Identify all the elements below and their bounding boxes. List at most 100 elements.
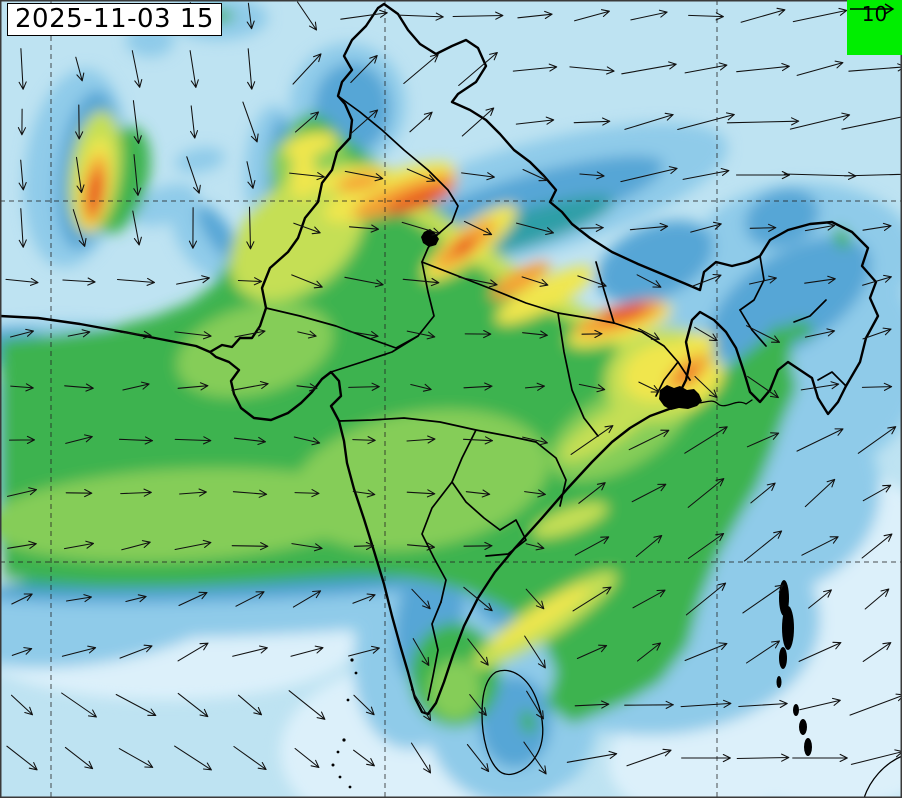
wind-arrow bbox=[861, 382, 893, 391]
wind-arrow bbox=[738, 699, 788, 709]
wind-arrow bbox=[512, 63, 558, 72]
wind-arrow bbox=[9, 328, 35, 338]
india-coast-and-borders bbox=[0, 2, 880, 716]
nicobar-island bbox=[804, 738, 812, 756]
wind-arrow bbox=[749, 275, 777, 285]
wind-arrow bbox=[736, 753, 790, 762]
wind-arrow bbox=[292, 590, 322, 608]
wind-arrow bbox=[694, 326, 718, 342]
wind-arrow bbox=[740, 7, 786, 23]
wind-arrow bbox=[406, 435, 436, 444]
wind-arrow bbox=[352, 489, 376, 498]
wind-arrow bbox=[235, 591, 265, 607]
wind-arrow bbox=[636, 274, 662, 288]
wind-arrow bbox=[524, 489, 546, 498]
wind-arrow bbox=[18, 48, 27, 90]
wind-arrow bbox=[349, 331, 379, 340]
wind-arrow bbox=[290, 645, 324, 657]
lakshadweep-island bbox=[346, 698, 350, 702]
wind-arrow bbox=[458, 276, 498, 288]
wind-arrow bbox=[292, 53, 322, 85]
wind-arrow bbox=[288, 690, 326, 720]
wind-arrow bbox=[798, 641, 842, 662]
wind-arrow bbox=[177, 382, 209, 391]
wind-arrow bbox=[294, 747, 320, 769]
wind-arrow bbox=[352, 593, 376, 604]
andaman-island bbox=[782, 606, 794, 650]
wind-arrow bbox=[576, 644, 608, 660]
wind-arrow bbox=[293, 436, 321, 446]
wind-arrow bbox=[804, 275, 836, 284]
wind-arrow bbox=[574, 536, 610, 556]
wind-arrow bbox=[174, 436, 212, 445]
wind-arrow bbox=[120, 488, 152, 497]
wind-arrow bbox=[684, 642, 728, 662]
wind-arrow bbox=[296, 383, 318, 392]
wind-arrow bbox=[461, 172, 495, 181]
wind-arrow bbox=[242, 101, 259, 143]
wind-arrow bbox=[231, 380, 269, 391]
wind-arrow bbox=[406, 489, 436, 498]
wind-arrow bbox=[65, 434, 93, 444]
wind-arrow bbox=[620, 166, 678, 183]
wind-arrow bbox=[232, 489, 268, 498]
wind-arrow bbox=[119, 644, 153, 659]
wind-arrow bbox=[67, 329, 91, 338]
wind-arrow bbox=[189, 105, 199, 139]
wind-arrow bbox=[569, 66, 615, 75]
timestamp-label: 2025-11-03 15 bbox=[15, 4, 214, 34]
wind-arrow bbox=[294, 489, 320, 498]
wind-arrow bbox=[635, 534, 663, 558]
wind-arrow bbox=[631, 483, 667, 503]
wind-arrow bbox=[237, 277, 263, 286]
wind-arrow bbox=[726, 117, 800, 126]
wind-arrow bbox=[792, 7, 848, 23]
wind-arrow bbox=[65, 594, 93, 603]
wind-arrow bbox=[246, 206, 255, 250]
lakshadweep-island bbox=[350, 658, 354, 662]
wind-arrow bbox=[636, 642, 662, 662]
wind-arrow bbox=[344, 276, 384, 288]
maldives-island bbox=[331, 763, 335, 767]
wind-arrow bbox=[862, 222, 892, 231]
wind-arrow bbox=[577, 275, 607, 288]
wind-arrow bbox=[344, 170, 384, 182]
wind-arrow bbox=[862, 327, 892, 340]
wind-arrow bbox=[174, 745, 212, 771]
wind-arrow bbox=[524, 382, 546, 391]
wind-arrow bbox=[681, 753, 731, 763]
wind-arrow bbox=[115, 693, 157, 717]
wind-arrow bbox=[736, 62, 790, 73]
wind-arrow bbox=[522, 330, 548, 339]
wind-arrow bbox=[864, 588, 890, 610]
wind-arrow bbox=[464, 329, 492, 339]
wind-arrow bbox=[630, 9, 668, 21]
wind-arrow bbox=[862, 642, 892, 662]
wind-arrow bbox=[750, 482, 776, 504]
wind-arrow bbox=[132, 100, 142, 144]
wind-arrow bbox=[247, 48, 256, 90]
islands bbox=[331, 229, 812, 789]
wind-arrow bbox=[463, 220, 493, 236]
wind-arrow bbox=[844, 170, 902, 179]
wind-arrow bbox=[403, 53, 439, 85]
wind-arrow bbox=[687, 532, 725, 560]
wind-arrow bbox=[517, 10, 553, 20]
wind-arrow bbox=[412, 638, 430, 666]
wind-arrow bbox=[62, 277, 96, 286]
wind-arrow bbox=[121, 540, 151, 551]
wind-arrow bbox=[186, 156, 201, 194]
wind-arrow bbox=[11, 647, 33, 656]
wind-arrow bbox=[745, 640, 781, 664]
wind-arrow bbox=[411, 588, 431, 610]
wind-arrow bbox=[469, 694, 487, 716]
wind-arrow bbox=[680, 699, 732, 708]
wind-arrow bbox=[743, 530, 783, 562]
wind-arrow bbox=[18, 208, 27, 248]
wind-arrow bbox=[133, 154, 142, 196]
wind-arrow bbox=[688, 12, 724, 21]
wind-arrow bbox=[75, 156, 85, 194]
wind-arrow bbox=[61, 692, 97, 718]
